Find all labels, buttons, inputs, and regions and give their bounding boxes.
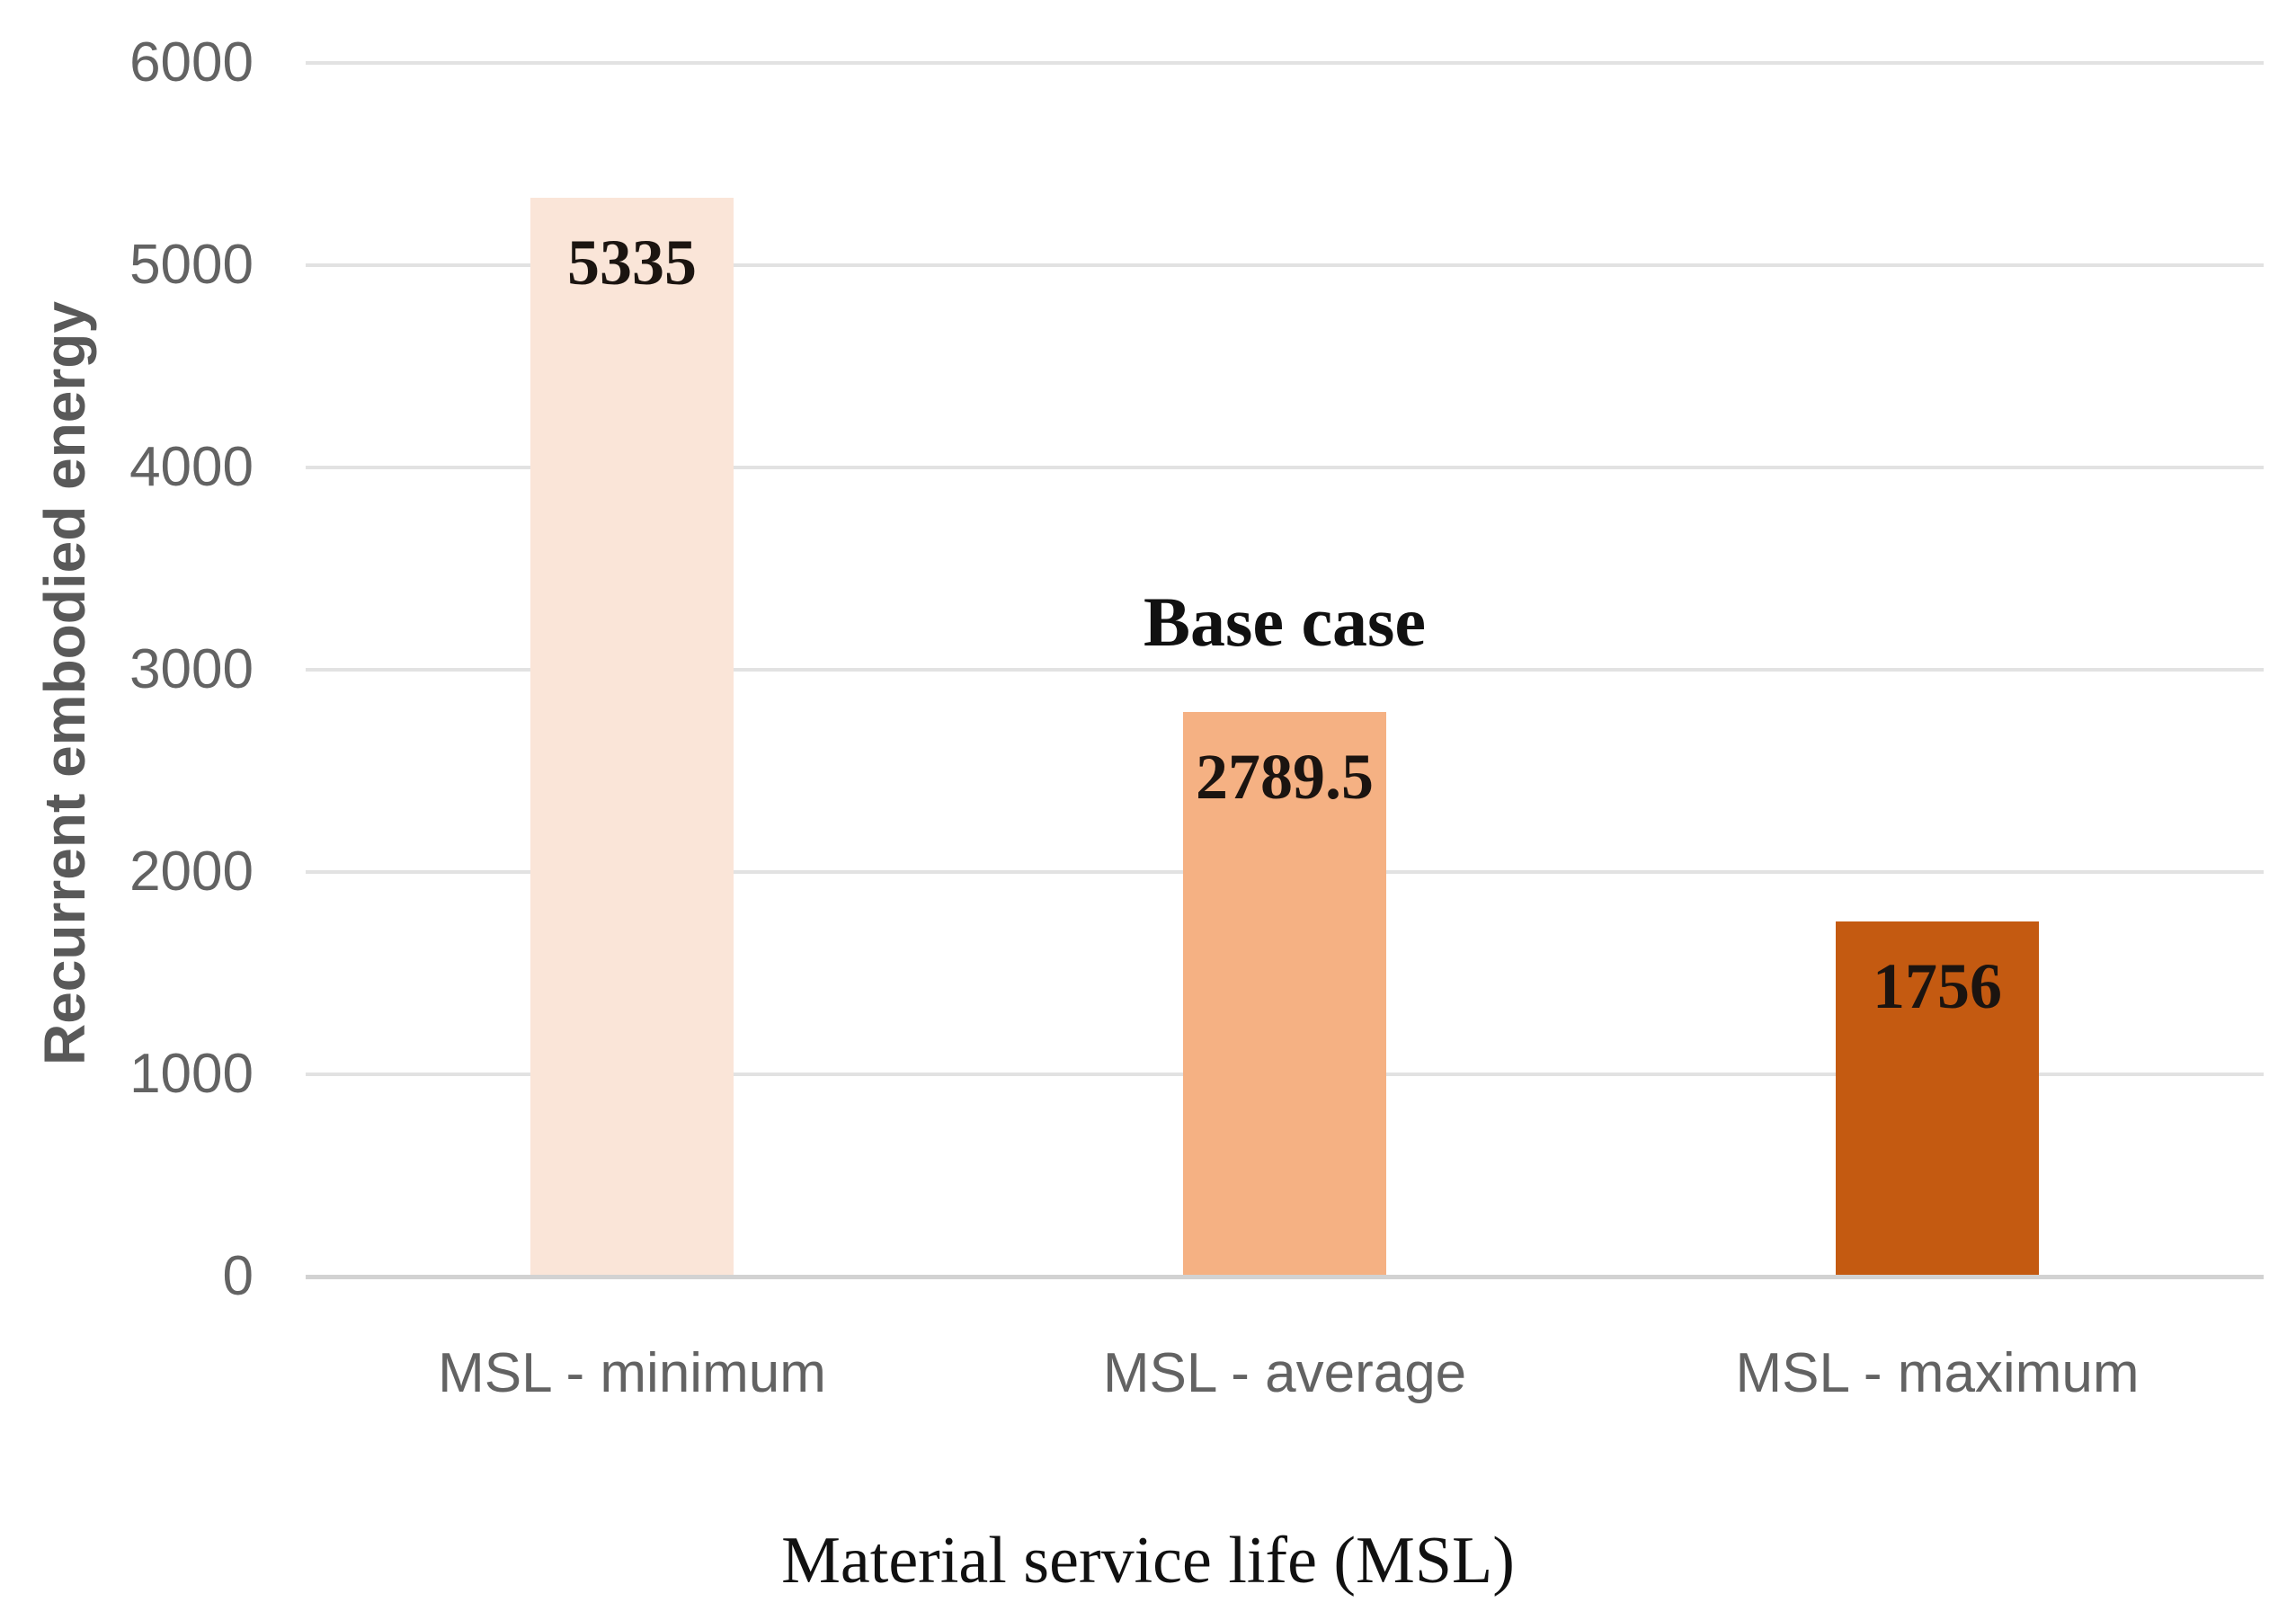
gridline-6000 <box>306 61 2264 65</box>
gridline-5000 <box>306 263 2264 267</box>
x-axis-title: Material service life (MSL) <box>781 1524 1515 1598</box>
plot-area: 5335 2789.5 1756 <box>306 61 2264 1277</box>
y-tick-label-5000: 5000 <box>129 234 254 296</box>
x-category-label-msl-minimum: MSL - minimum <box>438 1342 826 1404</box>
y-tick-label-3000: 3000 <box>129 638 254 700</box>
y-tick-label-0: 0 <box>222 1245 254 1307</box>
base-case-annotation: Base case <box>1143 583 1427 662</box>
bar-value-label-msl-average: 2789.5 <box>1196 741 1374 814</box>
x-category-label-msl-average: MSL - average <box>1102 1342 1467 1404</box>
bar-msl-average: 2789.5 <box>1183 712 1386 1277</box>
x-axis-line <box>306 1275 2264 1279</box>
y-tick-label-1000: 1000 <box>129 1043 254 1105</box>
bar-msl-minimum: 5335 <box>530 197 734 1277</box>
bar-msl-maximum: 1756 <box>1836 921 2039 1277</box>
gridline-3000 <box>306 668 2264 672</box>
y-tick-label-6000: 6000 <box>129 31 254 93</box>
bar-value-label-msl-minimum: 5335 <box>567 226 697 298</box>
x-category-label-msl-maximum: MSL - maximum <box>1735 1342 2140 1404</box>
bar-value-label-msl-maximum: 1756 <box>1873 949 2002 1022</box>
y-tick-label-2000: 2000 <box>129 841 254 903</box>
gridline-4000 <box>306 466 2264 469</box>
y-tick-label-4000: 4000 <box>129 436 254 498</box>
